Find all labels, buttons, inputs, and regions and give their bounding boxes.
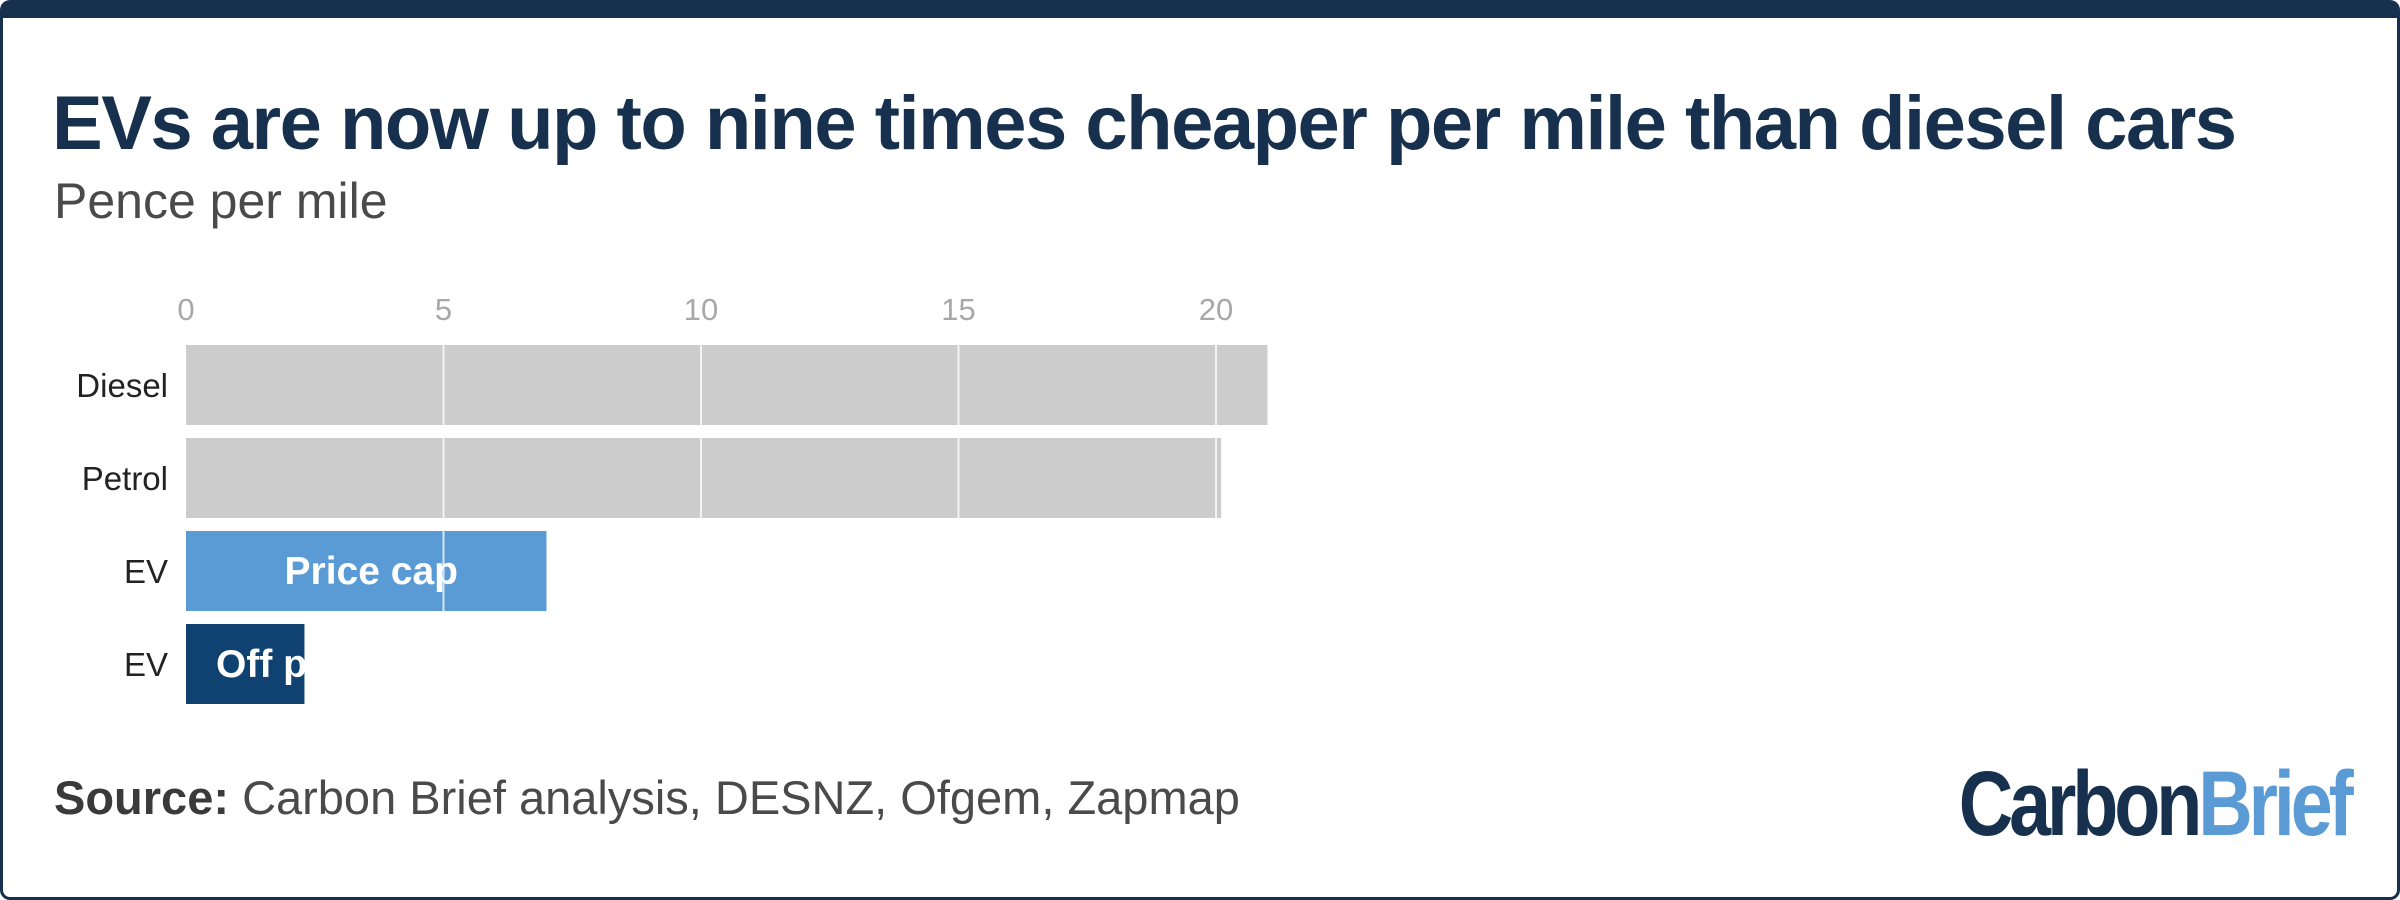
bar-ev-4: [186, 624, 305, 704]
gridlines: [442, 345, 1217, 704]
logo-part-carbon: Carbon: [1959, 753, 2203, 855]
x-tick-label-0: 0: [177, 292, 194, 327]
x-tick-label-15: 15: [941, 292, 975, 327]
bar-ev-3: [186, 531, 547, 611]
source-text: Carbon Brief analysis, DESNZ, Ofgem, Zap…: [242, 771, 1240, 824]
source-label: Source:: [54, 771, 229, 824]
labels-layer: Diesel Petrol EV Price cap EV Off peak 0 5 10 15 2…: [76, 292, 1233, 686]
bar-petrol-2: [186, 438, 1222, 518]
bar-label-off-peak: Off peak: [216, 643, 372, 686]
bar-label-price-cap: Price cap: [285, 550, 458, 593]
bars-layer: [186, 345, 1268, 704]
bar-chart: Diesel Petrol EV Price cap EV Off peak 0 5 10 15 2…: [76, 292, 1268, 704]
chart-subtitle: Pence per mile: [54, 173, 388, 229]
logo-part-brief: Brief: [2198, 753, 2354, 855]
category-label-1: Diesel: [76, 367, 168, 404]
source-note: Source: Carbon Brief analysis, DESNZ, Of…: [54, 770, 1240, 825]
x-tick-label-20: 20: [1199, 292, 1233, 327]
carbon-brief-logo: CarbonBrief: [1959, 752, 2354, 857]
chart-title: EVs are now up to nine times cheaper per…: [52, 81, 2237, 166]
category-label-2: Petrol: [82, 460, 168, 497]
x-tick-label-10: 10: [684, 292, 718, 327]
x-tick-label-5: 5: [435, 292, 452, 327]
bar-diesel-1: [186, 345, 1268, 425]
category-label-4: EV: [124, 646, 168, 683]
category-label-3: EV: [124, 553, 168, 590]
